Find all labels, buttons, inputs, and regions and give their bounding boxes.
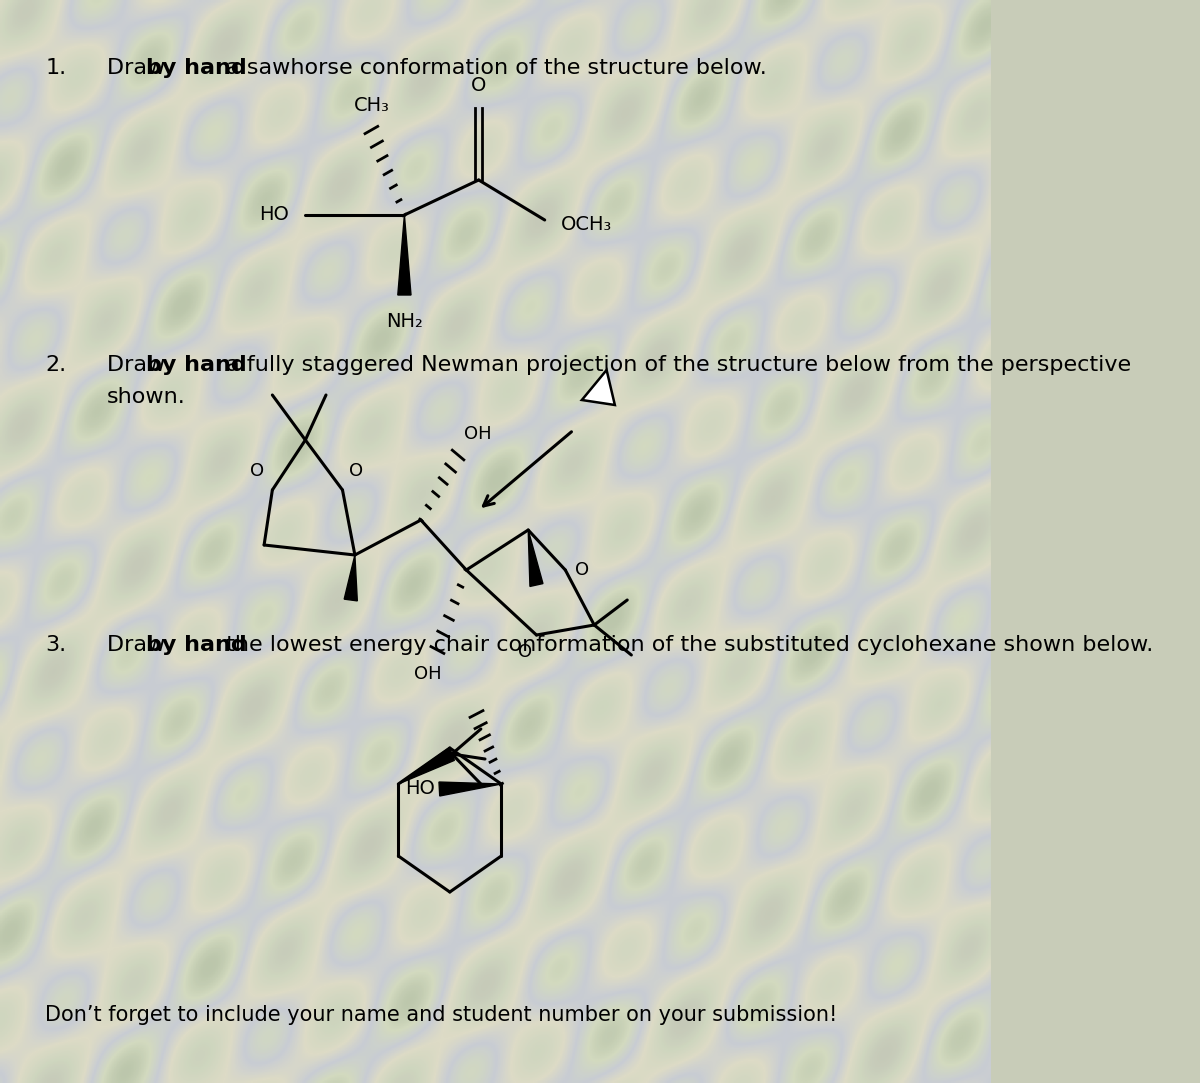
Text: by hand: by hand [146,58,247,78]
Text: shown.: shown. [107,387,186,407]
Text: HO: HO [406,780,436,798]
Text: 3.: 3. [46,635,66,655]
Text: 1.: 1. [46,58,66,78]
Text: a sawhorse conformation of the structure below.: a sawhorse conformation of the structure… [218,58,767,78]
Text: OH: OH [464,425,492,443]
Text: O: O [349,462,364,480]
Polygon shape [528,530,542,586]
Text: by hand: by hand [146,355,247,375]
Text: O: O [470,76,486,95]
Polygon shape [344,554,358,601]
Text: Draw: Draw [107,355,173,375]
Text: O: O [518,643,533,661]
Text: NH₂: NH₂ [386,312,422,331]
Polygon shape [439,782,502,796]
Text: Don’t forget to include your name and student number on your submission!: Don’t forget to include your name and st… [46,1005,838,1025]
Text: HO: HO [259,206,289,224]
Text: by hand: by hand [146,635,247,655]
Text: OH: OH [414,665,442,683]
Text: Draw: Draw [107,635,173,655]
Text: O: O [575,561,589,579]
Polygon shape [582,370,614,405]
Text: Draw: Draw [107,58,173,78]
Text: 2.: 2. [46,355,66,375]
Text: OCH₃: OCH₃ [562,216,612,235]
Text: the lowest energy chair conformation of the substituted cyclohexane shown below.: the lowest energy chair conformation of … [218,635,1153,655]
Text: CH₃: CH₃ [354,96,389,115]
Text: O: O [250,462,264,480]
Polygon shape [398,216,412,295]
Text: a fully staggered Newman projection of the structure below from the perspective: a fully staggered Newman projection of t… [218,355,1130,375]
Polygon shape [398,747,455,784]
